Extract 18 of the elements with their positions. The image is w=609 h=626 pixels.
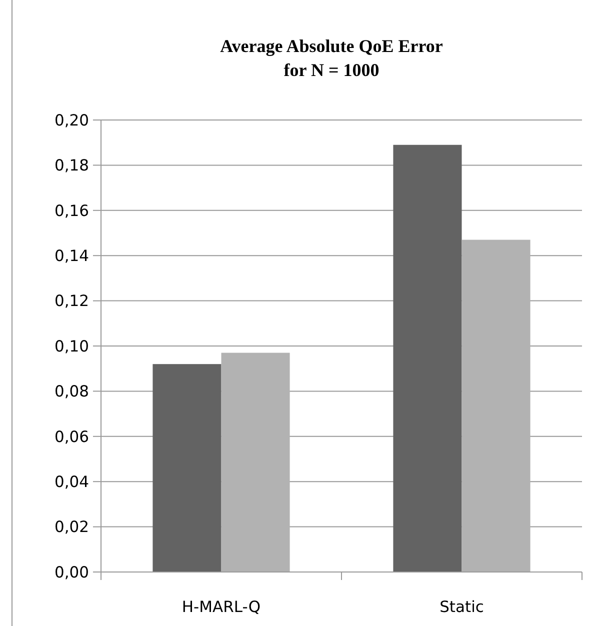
bar xyxy=(462,240,530,572)
y-tick-label: 0,14 xyxy=(54,247,89,266)
chart-title: Average Absolute QoE Error for N = 1000 xyxy=(220,36,443,80)
y-tick-label: 0,02 xyxy=(54,518,89,536)
bar xyxy=(393,144,462,572)
y-tick-label: 0,18 xyxy=(54,156,89,175)
y-tick-label: 0,20 xyxy=(54,111,89,130)
y-tick-label: 0,04 xyxy=(54,473,89,492)
y-tick-label: 0,16 xyxy=(54,202,89,220)
y-tick-label: 0,12 xyxy=(54,292,89,310)
bar xyxy=(221,352,290,572)
x-tick-label: H-MARL-Q xyxy=(182,598,261,616)
y-tick-label: 0,00 xyxy=(54,563,89,582)
y-tick-label: 0,08 xyxy=(54,382,89,401)
y-tick-label: 0,06 xyxy=(54,428,89,446)
x-tick-label: Static xyxy=(440,598,484,616)
y-tick-label: 0,10 xyxy=(54,337,89,356)
bar xyxy=(152,364,222,572)
